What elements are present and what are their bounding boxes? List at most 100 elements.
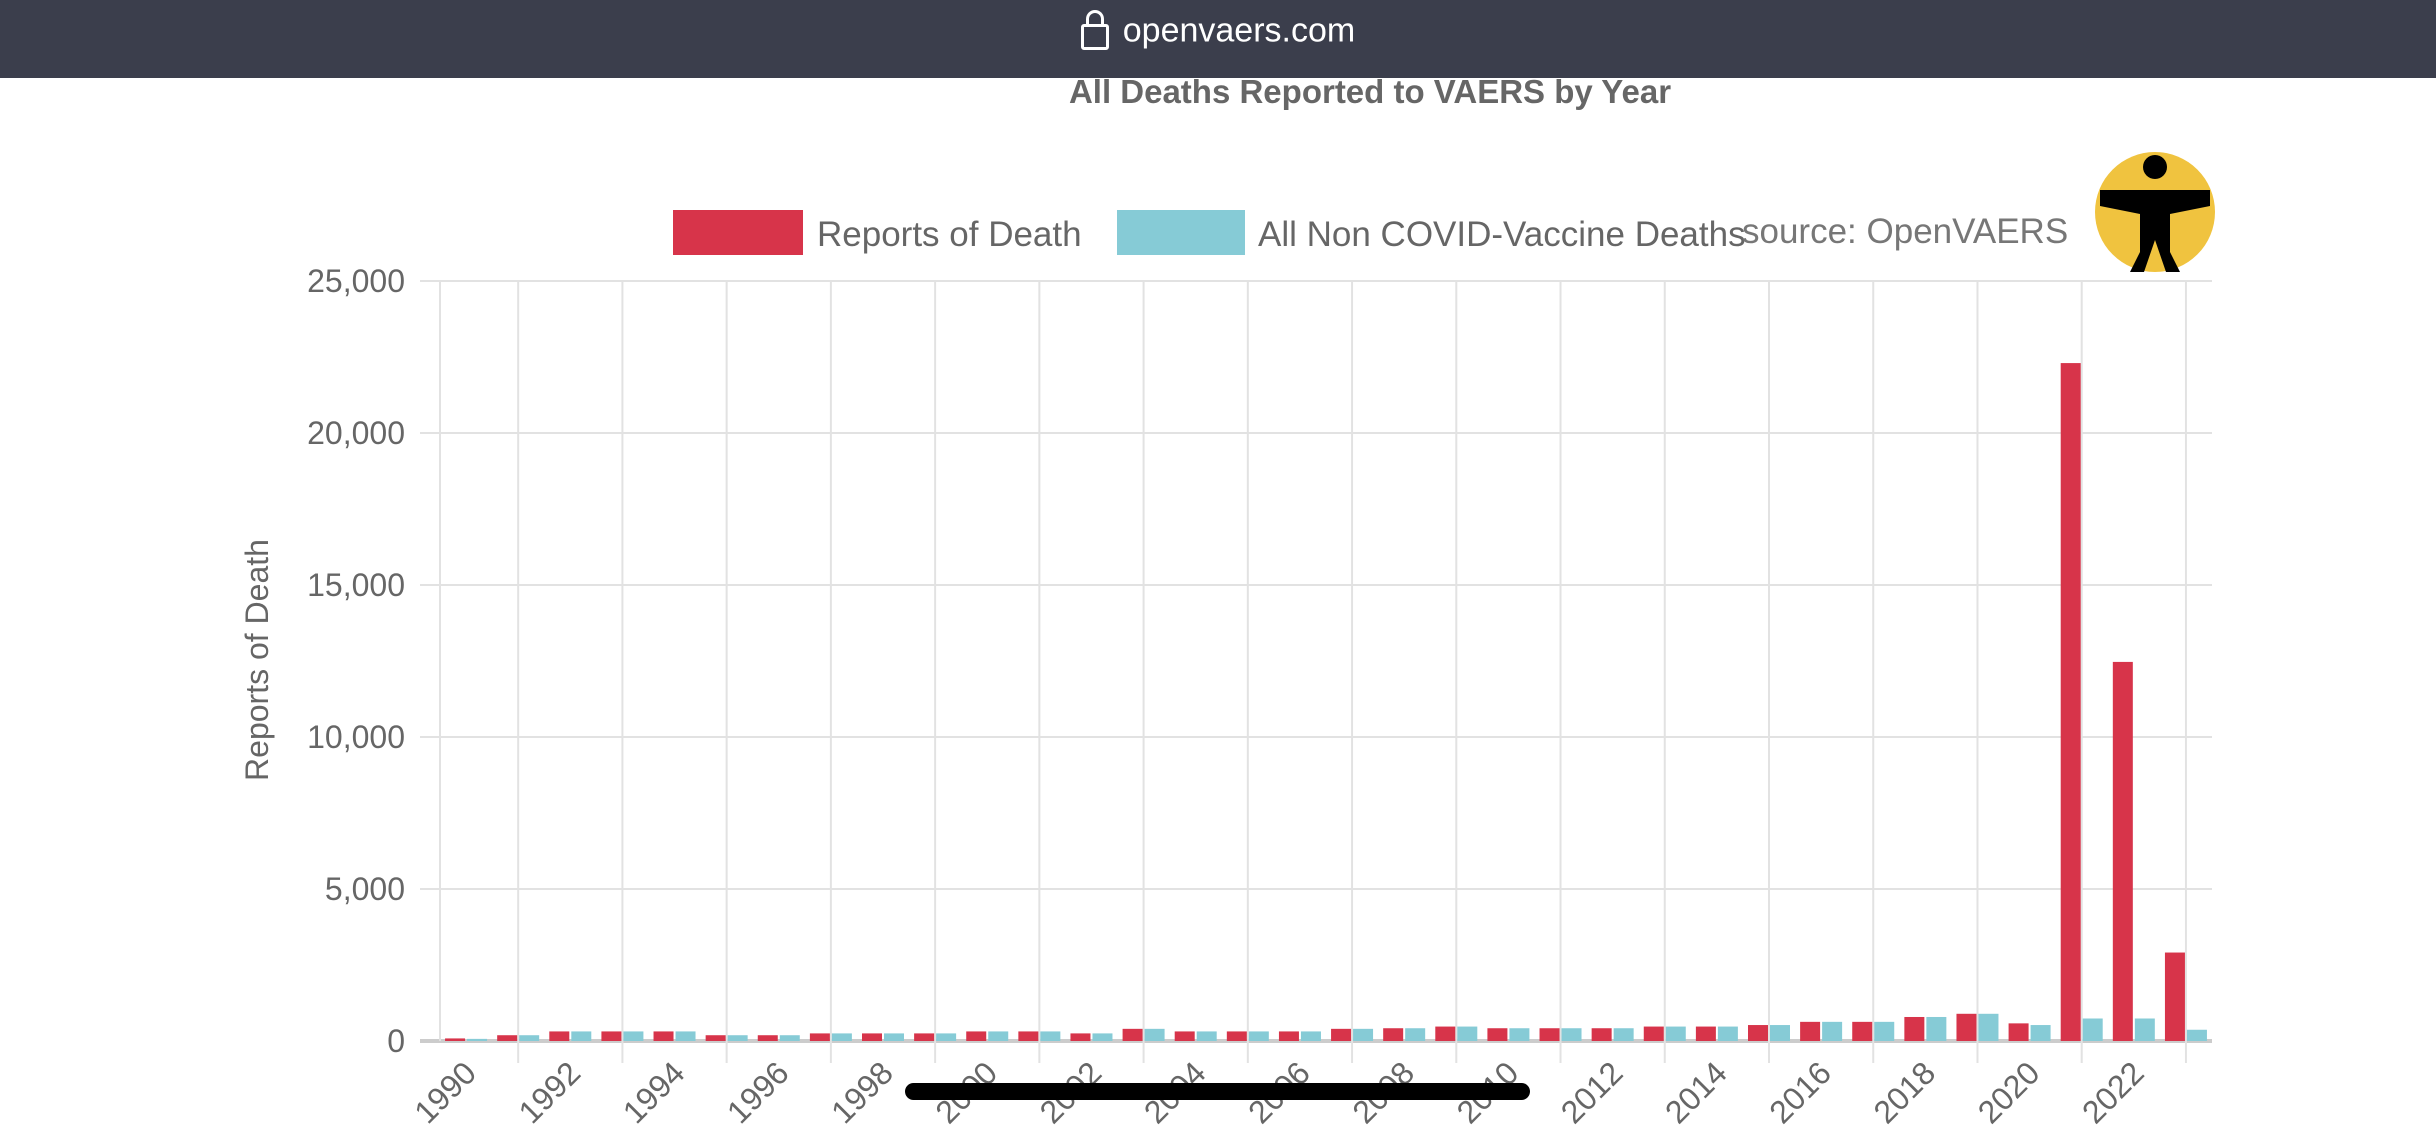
bar-non-covid-vaccine-deaths-2021[interactable] [2082, 1018, 2103, 1041]
x-tick-label: 1992 [511, 1054, 587, 1125]
x-tick-label: 2018 [1867, 1054, 1943, 1125]
bar-non-covid-vaccine-deaths-1991[interactable] [519, 1035, 540, 1041]
bar-reports-of-death-1994[interactable] [653, 1031, 674, 1041]
bar-non-covid-vaccine-deaths-2002[interactable] [1092, 1033, 1113, 1041]
bar-non-covid-vaccine-deaths-2010[interactable] [1509, 1028, 1530, 1041]
bar-non-covid-vaccine-deaths-2020[interactable] [2030, 1025, 2051, 1041]
bar-reports-of-death-2015[interactable] [1748, 1025, 1768, 1041]
bar-non-covid-vaccine-deaths-1992[interactable] [571, 1031, 592, 1041]
bar-non-covid-vaccine-deaths-1994[interactable] [675, 1031, 696, 1041]
y-axis-label: Reports of Death [239, 539, 275, 781]
bar-non-covid-vaccine-deaths-1993[interactable] [623, 1031, 644, 1041]
bar-reports-of-death-2008[interactable] [1383, 1028, 1404, 1041]
y-tick-label: 15,000 [307, 567, 405, 603]
bar-reports-of-death-2017[interactable] [1852, 1021, 1873, 1041]
browser-address-bar: openvaers.com [0, 0, 2436, 78]
bar-non-covid-vaccine-deaths-1999[interactable] [936, 1033, 957, 1041]
bar-reports-of-death-2023[interactable] [2164, 952, 2185, 1041]
legend-swatch-reports-of-death[interactable] [673, 210, 803, 255]
bar-non-covid-vaccine-deaths-2004[interactable] [1196, 1031, 1217, 1041]
source-label: source: OpenVAERS [1742, 212, 2068, 251]
x-tick-label: 1996 [720, 1054, 796, 1125]
y-tick-label: 20,000 [307, 415, 405, 451]
bar-reports-of-death-2012[interactable] [1591, 1028, 1612, 1041]
bar-reports-of-death-2009[interactable] [1435, 1026, 1456, 1041]
bar-reports-of-death-2011[interactable] [1539, 1028, 1560, 1041]
bar-reports-of-death-2020[interactable] [2008, 1023, 2029, 1041]
bar-non-covid-vaccine-deaths-1998[interactable] [884, 1033, 904, 1041]
bar-non-covid-vaccine-deaths-2014[interactable] [1717, 1026, 1738, 1041]
url-text: openvaers.com [1122, 11, 1356, 50]
bar-non-covid-vaccine-deaths-2001[interactable] [1040, 1031, 1061, 1041]
x-tick-label: 2016 [1762, 1054, 1838, 1125]
bar-non-covid-vaccine-deaths-2023[interactable] [2186, 1029, 2207, 1041]
bar-reports-of-death-1999[interactable] [914, 1033, 935, 1041]
bar-non-covid-vaccine-deaths-2005[interactable] [1248, 1031, 1269, 1041]
bar-non-covid-vaccine-deaths-2022[interactable] [2134, 1018, 2155, 1041]
bar-reports-of-death-2022[interactable] [2112, 661, 2133, 1041]
legend-label-reports-of-death[interactable]: Reports of Death [817, 215, 1082, 254]
bar-non-covid-vaccine-deaths-1997[interactable] [831, 1033, 852, 1041]
bar-non-covid-vaccine-deaths-2019[interactable] [1978, 1013, 1999, 1041]
bar-reports-of-death-1997[interactable] [809, 1033, 830, 1041]
bar-reports-of-death-1993[interactable] [601, 1031, 622, 1041]
bar-non-covid-vaccine-deaths-2016[interactable] [1822, 1021, 1843, 1041]
bar-reports-of-death-2010[interactable] [1487, 1028, 1508, 1041]
bars [445, 363, 2207, 1042]
y-tick-label: 10,000 [307, 719, 405, 755]
x-tick-label: 1990 [407, 1054, 483, 1125]
bar-reports-of-death-2001[interactable] [1018, 1031, 1039, 1041]
bar-non-covid-vaccine-deaths-2003[interactable] [1144, 1028, 1165, 1041]
x-tick-label: 1994 [616, 1054, 692, 1125]
bar-non-covid-vaccine-deaths-2018[interactable] [1926, 1016, 1947, 1041]
home-indicator[interactable] [905, 1083, 1530, 1100]
legend-label-non-covid-vaccine-deaths[interactable]: All Non COVID-Vaccine Deaths [1258, 215, 1746, 254]
x-tick-label: 2022 [2075, 1054, 2151, 1125]
bar-non-covid-vaccine-deaths-2015[interactable] [1770, 1025, 1790, 1041]
legend[interactable]: Reports of Death All Non COVID-Vaccine D… [673, 210, 1746, 255]
bar-reports-of-death-1995[interactable] [705, 1035, 726, 1041]
bar-reports-of-death-1992[interactable] [549, 1031, 570, 1041]
bar-reports-of-death-2004[interactable] [1174, 1031, 1195, 1041]
bar-non-covid-vaccine-deaths-2009[interactable] [1457, 1026, 1478, 1041]
url-display[interactable]: openvaers.com [0, 10, 2436, 51]
bar-reports-of-death-2014[interactable] [1695, 1026, 1716, 1041]
bar-non-covid-vaccine-deaths-2017[interactable] [1874, 1021, 1895, 1041]
x-tick-label: 2014 [1658, 1054, 1734, 1125]
bar-reports-of-death-2003[interactable] [1122, 1028, 1143, 1041]
accessibility-icon[interactable] [2095, 152, 2215, 272]
bar-reports-of-death-2007[interactable] [1331, 1028, 1352, 1041]
y-tick-label: 25,000 [307, 263, 405, 299]
bar-non-covid-vaccine-deaths-2007[interactable] [1353, 1028, 1374, 1041]
bar-non-covid-vaccine-deaths-2006[interactable] [1300, 1031, 1321, 1041]
bar-non-covid-vaccine-deaths-1996[interactable] [779, 1035, 800, 1041]
bar-non-covid-vaccine-deaths-2000[interactable] [988, 1031, 1009, 1041]
legend-swatch-non-covid-vaccine-deaths[interactable] [1117, 210, 1245, 255]
bar-reports-of-death-2005[interactable] [1226, 1031, 1247, 1041]
bar-reports-of-death-1996[interactable] [757, 1035, 778, 1041]
lock-icon [1080, 10, 1109, 51]
x-tick-label: 1998 [824, 1054, 900, 1125]
bar-reports-of-death-1998[interactable] [862, 1033, 882, 1041]
bar-reports-of-death-2000[interactable] [966, 1031, 987, 1041]
bar-reports-of-death-2002[interactable] [1070, 1033, 1091, 1041]
bar-reports-of-death-2016[interactable] [1800, 1021, 1821, 1041]
grid-lines [420, 280, 2212, 1063]
bar-reports-of-death-1990[interactable] [445, 1038, 466, 1041]
bar-reports-of-death-2006[interactable] [1278, 1031, 1299, 1041]
chart-title: All Deaths Reported to VAERS by Year [1069, 73, 1671, 110]
bar-non-covid-vaccine-deaths-2013[interactable] [1665, 1026, 1686, 1041]
y-tick-label: 5,000 [325, 871, 405, 907]
bar-non-covid-vaccine-deaths-2011[interactable] [1561, 1028, 1582, 1041]
bar-non-covid-vaccine-deaths-2012[interactable] [1613, 1028, 1634, 1041]
bar-reports-of-death-2018[interactable] [1904, 1016, 1925, 1041]
bar-non-covid-vaccine-deaths-1995[interactable] [727, 1035, 748, 1041]
bar-reports-of-death-2019[interactable] [1956, 1013, 1977, 1041]
bar-reports-of-death-2021[interactable] [2060, 363, 2081, 1042]
bar-non-covid-vaccine-deaths-1990[interactable] [467, 1038, 488, 1041]
bar-reports-of-death-2013[interactable] [1643, 1026, 1664, 1041]
bar-non-covid-vaccine-deaths-2008[interactable] [1405, 1028, 1426, 1041]
bar-reports-of-death-1991[interactable] [497, 1035, 518, 1041]
x-tick-label: 2020 [1971, 1054, 2047, 1125]
